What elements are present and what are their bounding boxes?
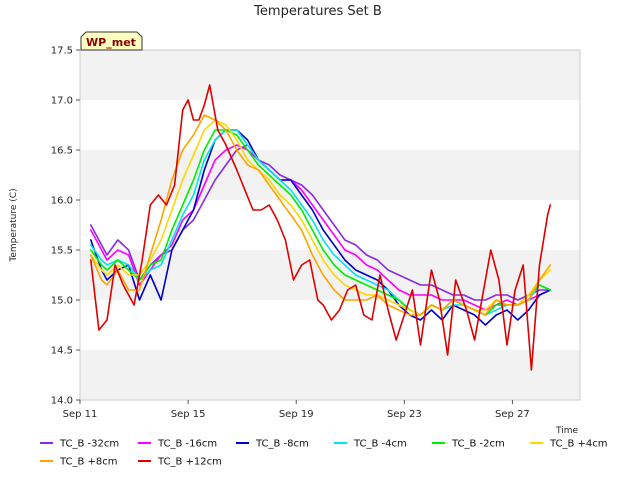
series-line-tc-b-+8cm xyxy=(90,114,552,316)
x-tick-label: Sep 19 xyxy=(279,409,314,420)
y-tick-label: 15.0 xyxy=(51,296,73,307)
grid-band xyxy=(80,350,580,400)
series-line-tc-b--8cm xyxy=(90,129,552,326)
y-tick-label: 16.0 xyxy=(51,196,73,207)
legend-item: TC_B +12cm xyxy=(138,457,222,468)
legend-label: TC_B -2cm xyxy=(451,439,505,450)
y-tick-label: 17.0 xyxy=(51,96,73,107)
y-axis-label: Temperature (C) xyxy=(9,188,19,262)
y-tick-label: 14.0 xyxy=(51,396,73,407)
legend-label: TC_B -8cm xyxy=(255,439,309,450)
grid-band xyxy=(80,50,580,100)
y-tick-label: 17.5 xyxy=(51,46,73,57)
y-tick-label: 14.5 xyxy=(51,346,73,357)
badge-label: WP_met xyxy=(86,36,136,49)
x-axis-label: Time xyxy=(555,426,578,436)
x-tick-label: Sep 23 xyxy=(387,409,422,420)
legend-label: TC_B -16cm xyxy=(157,439,217,450)
legend-label: TC_B +12cm xyxy=(157,457,222,468)
legend-label: TC_B -4cm xyxy=(353,439,407,450)
x-axis-ticks: Sep 11 Sep 15 Sep 19 Sep 23 Sep 27 xyxy=(63,400,530,420)
grid-band xyxy=(80,200,580,250)
y-tick-label: 16.5 xyxy=(51,146,73,157)
legend-item: TC_B -4cm xyxy=(334,439,407,450)
x-tick-label: Sep 11 xyxy=(63,409,98,420)
legend-item: TC_B -2cm xyxy=(432,439,505,450)
x-tick-label: Sep 27 xyxy=(495,409,530,420)
series-line-tc-b-+12cm xyxy=(90,84,552,371)
series-layer xyxy=(90,84,552,371)
grid-band xyxy=(80,300,580,350)
legend-item: TC_B -32cm xyxy=(40,439,119,450)
legend-item: TC_B -16cm xyxy=(138,439,217,450)
site-badge: WP_met xyxy=(80,31,143,51)
plot-frame xyxy=(79,49,581,401)
grid-bands xyxy=(80,50,580,400)
legend-label: TC_B +4cm xyxy=(549,439,608,450)
grid-band xyxy=(80,250,580,300)
x-tick-label: Sep 15 xyxy=(171,409,206,420)
chart-title: Temperatures Set B xyxy=(253,4,382,19)
grid-band xyxy=(80,100,580,150)
legend-item: TC_B -8cm xyxy=(236,439,309,450)
badge-box xyxy=(80,31,143,51)
y-axis-ticks: 14.0 14.5 15.0 15.5 16.0 16.5 17.0 17.5 xyxy=(51,46,80,407)
legend-label: TC_B +8cm xyxy=(59,457,118,468)
legend-label: TC_B -32cm xyxy=(59,439,119,450)
y-tick-label: 15.5 xyxy=(51,246,73,257)
legend: TC_B -32cm TC_B -16cm TC_B -8cm TC_B -4cm TC… xyxy=(40,439,608,468)
legend-item: TC_B +4cm xyxy=(530,439,608,450)
grid-band xyxy=(80,150,580,200)
legend-item: TC_B +8cm xyxy=(40,457,118,468)
